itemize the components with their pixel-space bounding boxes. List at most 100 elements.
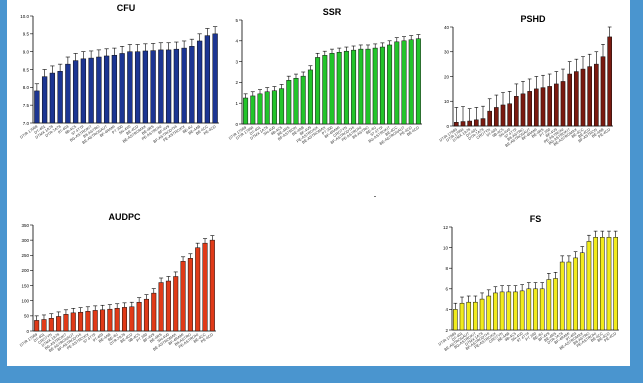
ssr-category-label: PE-4CD (399, 125, 413, 136)
fs-bar (613, 237, 618, 331)
fs-bar (586, 241, 592, 331)
ssr-bar (307, 69, 313, 125)
cfu-bar (127, 51, 133, 124)
fs-category-label: BE-4AB (497, 331, 511, 342)
audpc-bar (202, 242, 208, 332)
audpc-bar (136, 301, 142, 332)
stray-dot (374, 196, 376, 197)
cfu-category-label: BE-4RS (141, 124, 155, 135)
ssr-category-label: BE-4CC (385, 125, 399, 136)
fs-bar (473, 301, 478, 331)
audpc-bar (165, 280, 171, 332)
fs-ytick-label: 12 (443, 225, 449, 230)
cfu-bar (212, 33, 218, 124)
audpc-category-label: BE-4AB (98, 332, 112, 343)
ssr-bar (351, 49, 357, 125)
fs-category-label: PT 200 (525, 332, 537, 342)
pshd-bar (607, 36, 612, 127)
ssr-category-label: BE-4AB (291, 125, 305, 136)
ssr-ytick-label: 2 (235, 80, 238, 85)
cfu-bar (150, 50, 156, 124)
cfu-bar (80, 58, 87, 124)
fs-bar (519, 290, 525, 331)
fs-bar (579, 252, 585, 331)
fs-bar (506, 291, 512, 331)
cfu-title: CFU (117, 3, 136, 13)
ssr-category-label: BE-4U (365, 125, 377, 135)
ssr-bar (322, 55, 328, 125)
fs-bar (479, 298, 485, 331)
pshd-ytick-label: 40 (444, 25, 450, 30)
cfu-ytick-label: 10.0 (20, 14, 29, 19)
fs-bar (526, 288, 532, 331)
fs-title: FS (530, 214, 542, 224)
pshd-ytick-label: 20 (444, 74, 450, 79)
cfu-bar (103, 55, 110, 124)
fs-category-label: BE-4RS (544, 331, 558, 342)
pshd-bar (534, 88, 539, 127)
pshd-category-label: BE-4CC (571, 127, 585, 138)
audpc-bar (195, 247, 201, 332)
audpc-category-label: PT 200 (136, 333, 148, 343)
cfu-bar (96, 56, 102, 124)
ssr-category-label: 9B-4C5 (270, 126, 283, 137)
audpc-category-label: DT-401 (33, 333, 45, 343)
ssr-bar (415, 38, 421, 125)
pshd-ytick-label: 0 (446, 124, 449, 129)
fs-bar (499, 291, 505, 331)
cfu-category-label: BE-4AB (188, 124, 202, 135)
fs-category-label: BE-4CD (597, 331, 611, 342)
fs-bar (533, 288, 538, 331)
ssr-bar (293, 77, 299, 125)
pshd-category-label: BF-4V9 (545, 128, 558, 139)
fs-bar (599, 237, 605, 331)
fs-ytick-label: 2 (445, 328, 448, 333)
fs-bar (573, 257, 578, 331)
audpc-bar (48, 318, 54, 332)
ssr-bar (329, 53, 335, 125)
ssr-bar (286, 80, 292, 125)
audpc-ytick-label: 100 (21, 299, 29, 304)
fs-bar (606, 237, 612, 331)
audpc-bar (209, 239, 215, 332)
ssr-bar (394, 41, 400, 125)
audpc-bar (158, 282, 164, 332)
fs-bar (553, 278, 558, 331)
fs-bar (566, 261, 572, 331)
pshd-bar (547, 86, 552, 127)
cfu-category-label: PE-4CD (203, 124, 217, 135)
ssr-bar (358, 48, 364, 125)
cfu-bar (196, 40, 203, 124)
cfu-ytick-label: 8.5 (23, 67, 30, 72)
cfu-ytick-label: 9.0 (23, 49, 30, 54)
cfu-bar (173, 48, 180, 124)
audpc-bar (187, 258, 193, 332)
audpc-bar (129, 306, 135, 332)
ssr-bar (257, 93, 263, 125)
audpc-ytick-label: 0 (26, 329, 29, 334)
cfu-bar (181, 47, 187, 124)
audpc-bar (70, 312, 76, 332)
cfu-bar (142, 50, 149, 124)
pshd-category-label: BE-4CD (578, 127, 592, 138)
fs-category-label: 9T-403 (565, 332, 577, 342)
cfu-bar (49, 72, 56, 124)
ssr-category-label: BE-4CD (406, 125, 420, 136)
pshd-category-label: 9B-4C5 (492, 128, 505, 139)
cfu-bar (204, 35, 211, 124)
cfu-category-label: BF-4V9 (157, 125, 170, 136)
audpc-bar (151, 292, 157, 332)
pshd-bar (460, 121, 466, 127)
audpc-bar (78, 311, 84, 332)
audpc-bar (114, 308, 120, 332)
audpc-category-label: BE-4CC (193, 332, 207, 343)
fs-bar (513, 291, 518, 331)
ssr-ytick-label: 5 (235, 18, 238, 23)
fs-bar (559, 261, 565, 331)
fs-category-label: PE-4CD (604, 331, 618, 342)
ssr-bar (264, 91, 270, 125)
pshd-bar (527, 91, 532, 127)
